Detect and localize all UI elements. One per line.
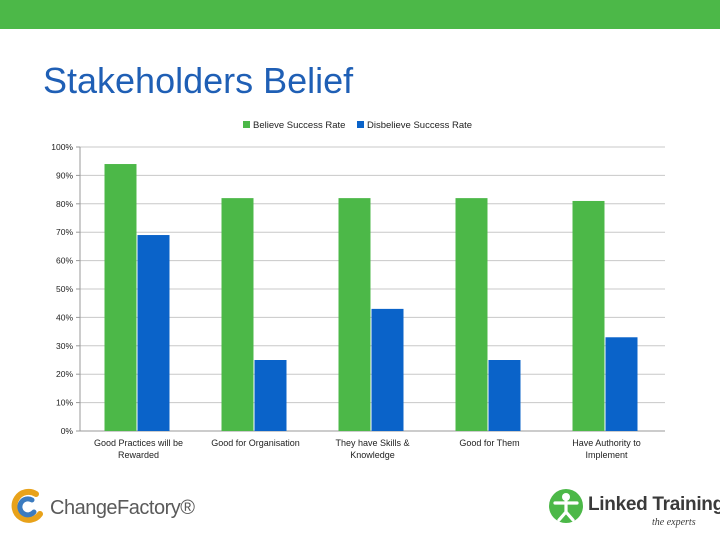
linked-training-tagline: the experts	[652, 517, 696, 528]
x-category-label: They have Skills &	[335, 438, 409, 448]
legend-item-believe: Believe Success Rate	[243, 120, 345, 131]
y-tick-label: 10%	[56, 398, 73, 408]
bar-believe	[455, 198, 488, 431]
y-tick-label: 100%	[51, 142, 73, 152]
bar-disbelieve	[371, 308, 404, 431]
bar-believe	[104, 164, 137, 432]
legend-label-disbelieve: Disbelieve Success Rate	[367, 120, 473, 131]
bar-disbelieve	[254, 360, 287, 431]
x-category-label: Rewarded	[118, 450, 159, 460]
y-tick-label: 90%	[56, 170, 73, 180]
y-tick-label: 0%	[61, 426, 74, 436]
x-category-label: Good for Them	[459, 438, 519, 448]
y-tick-label: 20%	[56, 369, 73, 379]
x-category-label: Good Practices will be	[94, 438, 183, 448]
slide-title: Stakeholders Belief	[43, 60, 354, 101]
change-factory-logo: ChangeFactory®	[10, 488, 195, 528]
bar-believe	[338, 198, 371, 431]
top-accent-bar	[0, 0, 720, 29]
chart-legend: Believe Success Rate Disbelieve Success …	[0, 120, 720, 134]
bar-chart: 0% 10% 20% 30% 40% 50% 60% 70% 80% 90% 100% Good Pr…	[51, 142, 665, 460]
bar-disbelieve	[137, 235, 170, 431]
x-category-label: Good for Organisation	[211, 438, 300, 448]
bar-believe	[572, 200, 605, 431]
bar-believe	[221, 198, 254, 431]
y-tick-label: 80%	[56, 199, 73, 209]
x-category-label: Implement	[585, 450, 628, 460]
legend-swatch-believe	[243, 121, 250, 128]
linked-training-figure-icon	[549, 489, 583, 523]
bar-disbelieve	[488, 360, 521, 431]
y-tick-label: 30%	[56, 341, 73, 351]
linked-training-wordmark: Linked Training	[588, 494, 720, 515]
change-factory-wordmark: ChangeFactory®	[50, 497, 195, 519]
bar-disbelieve	[605, 337, 638, 431]
legend-item-disbelieve: Disbelieve Success Rate	[357, 120, 472, 131]
linked-training-logo: Linked Training the experts	[548, 488, 720, 532]
y-tick-label: 60%	[56, 256, 73, 266]
y-tick-label: 70%	[56, 227, 73, 237]
legend-label-believe: Believe Success Rate	[253, 120, 346, 131]
legend-swatch-disbelieve	[357, 121, 364, 128]
y-tick-label: 40%	[56, 312, 73, 322]
change-factory-swirl-icon	[11, 488, 43, 523]
y-tick-label: 50%	[56, 284, 73, 294]
x-category-label: Have Authority to	[572, 438, 641, 448]
x-category-label: Knowledge	[350, 450, 395, 460]
